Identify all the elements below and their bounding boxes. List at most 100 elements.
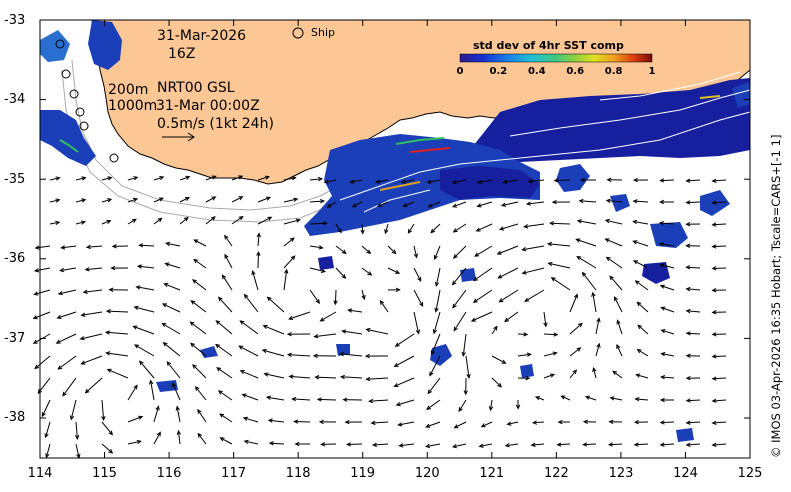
current-vector-head (341, 249, 347, 255)
current-vector (396, 399, 415, 406)
current-vector-head (349, 179, 355, 184)
current-vector (616, 344, 623, 357)
current-vector (610, 397, 623, 401)
current-vector-head (632, 240, 638, 245)
current-vector-head (261, 348, 267, 354)
current-vector-head (685, 353, 691, 358)
axis-ticks (39, 19, 751, 458)
current-vector-head (521, 270, 527, 275)
current-vector-head (633, 419, 639, 425)
current-vector-head (239, 370, 245, 375)
current-vector-head (549, 373, 556, 378)
current-vector-head (211, 196, 217, 201)
current-vector-head (33, 268, 40, 273)
current-vector (162, 303, 181, 313)
current-vector (686, 288, 701, 291)
current-vector (240, 320, 259, 335)
current-vector (634, 443, 649, 446)
current-vector-head (161, 322, 167, 328)
current-vector (660, 264, 675, 269)
current-vector-head (37, 389, 43, 394)
current-vector-head (138, 415, 144, 420)
current-vector (242, 393, 259, 401)
product-time-label: 31-Mar 00:00Z (156, 98, 260, 114)
current-vector-head (451, 280, 457, 286)
current-vector (712, 245, 727, 248)
hour-label: 16Z (168, 46, 196, 62)
current-vector-head (427, 389, 433, 395)
current-vector-head (497, 274, 503, 279)
current-vector (476, 223, 493, 232)
current-vector (686, 421, 701, 424)
current-vector (75, 221, 86, 225)
current-vector-head (393, 382, 399, 387)
current-vector-head (659, 420, 665, 425)
current-vector-head (55, 198, 61, 203)
current-vector-head (419, 301, 424, 308)
current-vector-head (341, 329, 347, 334)
current-vector (413, 245, 418, 258)
current-vector-head (163, 283, 169, 288)
ship-legend-label: Ship (311, 26, 335, 39)
current-vector (45, 443, 51, 458)
current-vector-head (342, 397, 348, 402)
current-vector (327, 201, 337, 208)
current-vector-head (132, 197, 139, 202)
current-vector-head (320, 199, 326, 204)
credit-label: © IMOS 03-Apr-2026 16:35 Hobart; Tscale=… (769, 134, 783, 458)
x-tick-label: 124 (673, 466, 698, 481)
current-vector-head (262, 325, 268, 330)
current-vector (569, 347, 581, 357)
current-vector-head (149, 379, 154, 385)
current-vector-head (219, 413, 225, 418)
current-vector-head (80, 312, 86, 317)
current-vector-head (560, 395, 566, 400)
current-vector-head (543, 322, 548, 328)
sst-isotherms (339, 71, 751, 213)
current-vector-head (685, 286, 691, 292)
current-vector (579, 200, 597, 203)
current-vector-head (313, 333, 319, 339)
current-vector (56, 333, 77, 344)
current-vector-head (288, 315, 294, 320)
current-vector-head (238, 175, 244, 180)
current-vector (614, 296, 623, 313)
current-vector-head (500, 202, 507, 207)
product-label: NRT00 GSL (157, 80, 235, 96)
current-vector (377, 201, 389, 207)
x-tick-label: 125 (737, 466, 763, 481)
current-vector-head (426, 405, 431, 410)
current-vector-head (161, 303, 167, 308)
current-vector (219, 413, 233, 423)
current-vector-head (531, 420, 538, 425)
current-vector (289, 311, 311, 320)
current-vector (612, 370, 623, 379)
current-vector (712, 223, 727, 226)
current-vector-head (289, 237, 295, 242)
current-vector-head (685, 442, 691, 447)
current-vector-head (45, 453, 50, 459)
current-vector (85, 267, 103, 271)
current-vector (636, 374, 649, 379)
current-vector (543, 373, 555, 379)
current-vector (636, 301, 649, 313)
current-vector-head (338, 352, 345, 357)
current-vector-head (106, 219, 112, 224)
current-vector-head (480, 423, 486, 428)
current-vector-head (526, 352, 532, 357)
current-vector-head (268, 441, 274, 446)
current-vector (49, 221, 60, 225)
current-vector-head (105, 351, 111, 356)
current-vector-head (407, 228, 413, 234)
current-vector-head (463, 390, 468, 396)
current-vector-head (318, 419, 324, 425)
current-vector-head (634, 397, 640, 402)
current-vector-head (216, 367, 222, 372)
current-vector-head (582, 442, 588, 447)
current-vector-head (576, 347, 582, 352)
current-vector (335, 267, 346, 279)
current-vector-head (319, 317, 325, 322)
current-vector-head (384, 229, 389, 235)
current-vector-head (579, 177, 585, 183)
